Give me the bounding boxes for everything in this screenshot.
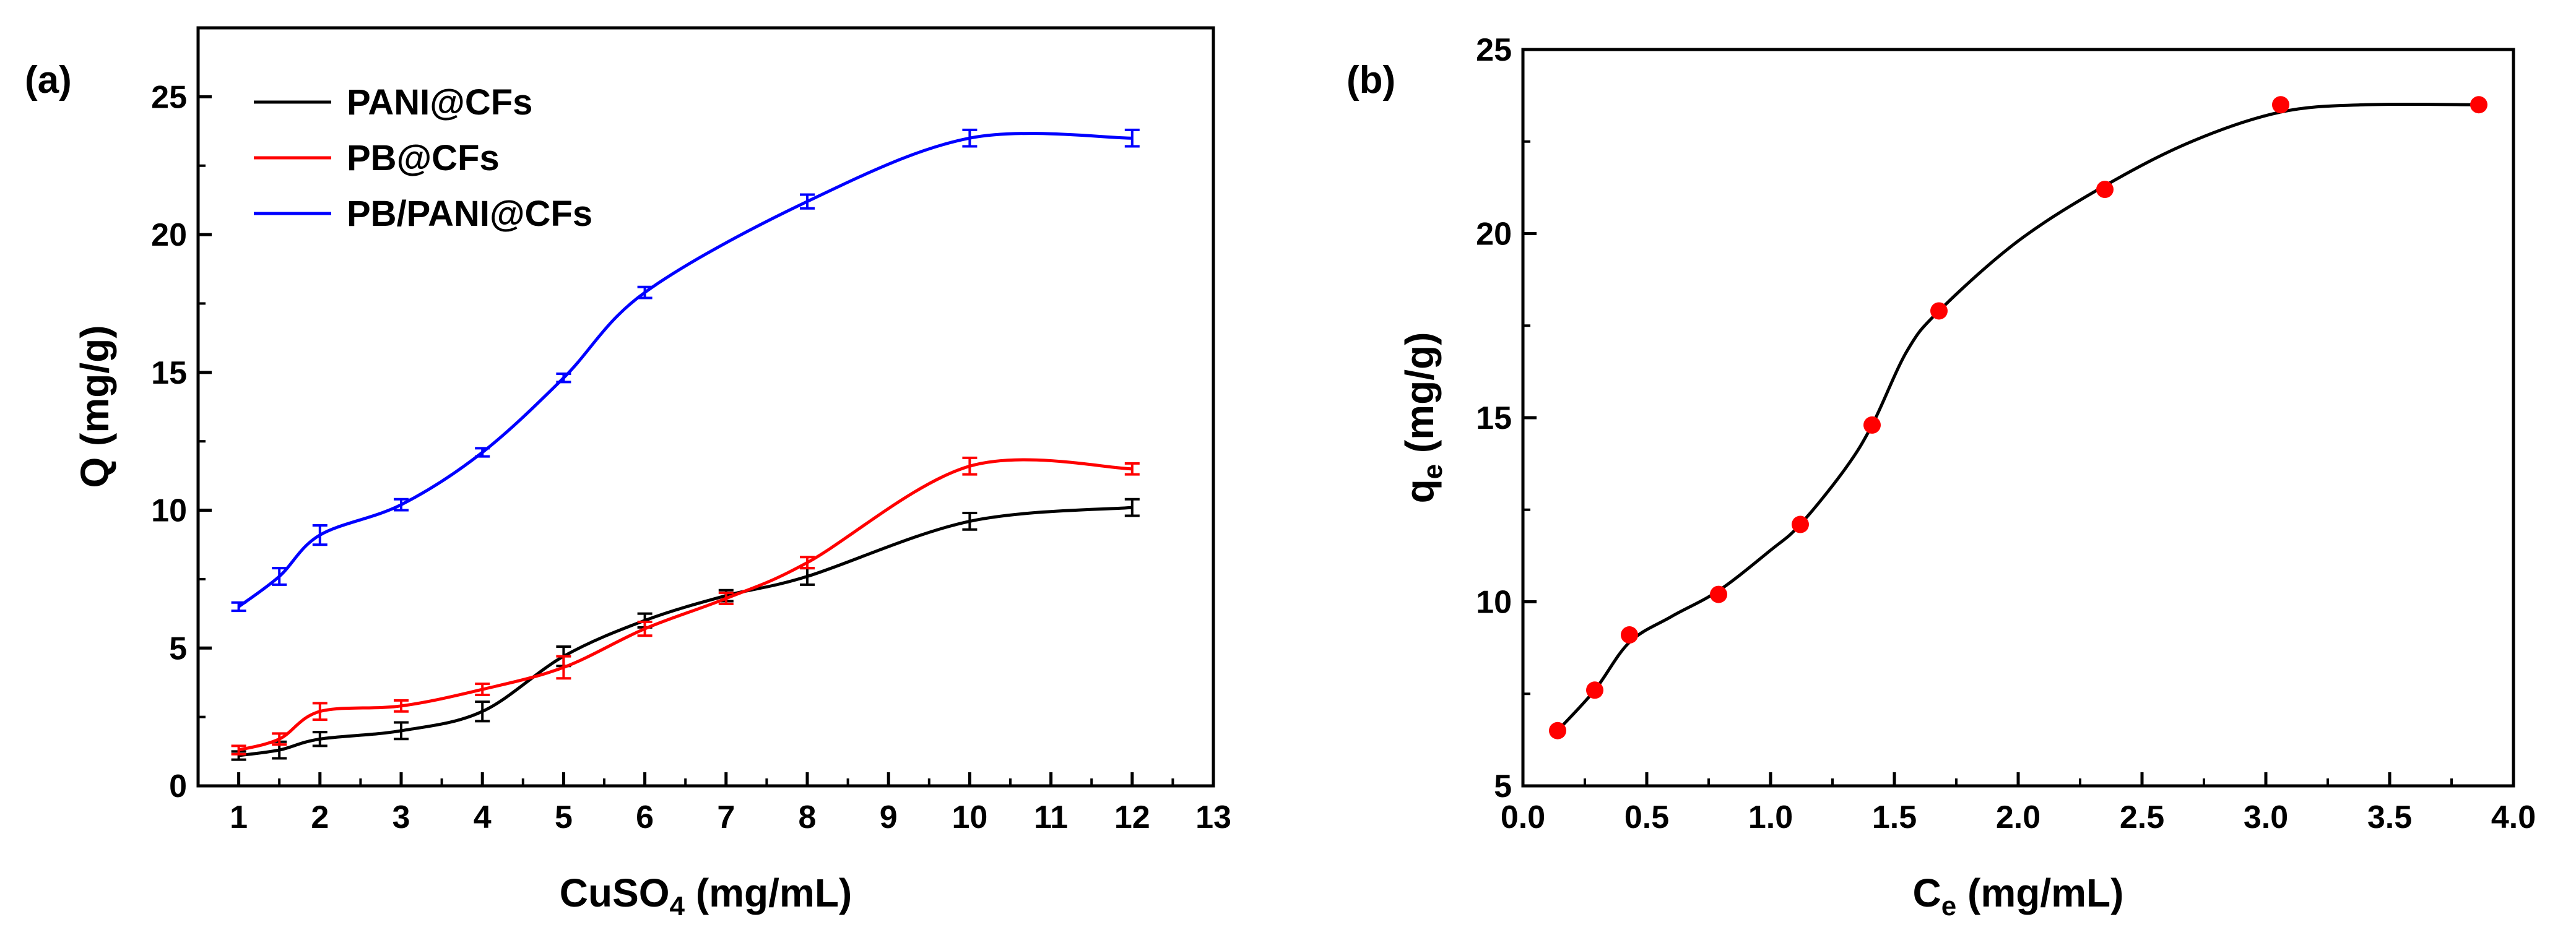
- series-0-line: [238, 506, 1133, 757]
- panel-a-x-axis-title: CuSO4 (mg/mL): [560, 871, 852, 921]
- panel-a-x-tick-label: 7: [717, 799, 735, 835]
- panel-b-x-tick-label: 4.0: [2491, 799, 2536, 835]
- panel-b-x-tick-label: 3.0: [2244, 799, 2288, 835]
- panel-b-y-tick-label: 15: [1476, 400, 1512, 436]
- panel-a-x-axis: 1 2 3 4 5 6 7 8 9 10 11 12 13: [230, 772, 1231, 835]
- panel-b-y-axis-title: qe (mg/g): [1397, 332, 1448, 504]
- panel-b-x-tick-label: 0.0: [1501, 799, 1545, 835]
- panel-b: (b) 0.0 0.5 1.0 1.5 2.0 2.5 3.0 3.5 4.0 5 10 15 20 2…: [1347, 32, 2536, 921]
- panel-b-x-axis: 0.0 0.5 1.0 1.5 2.0 2.5 3.0 3.5 4.0: [1501, 772, 2536, 835]
- legend-label-0: PANI@CFs: [347, 82, 532, 123]
- panel-b-x-tick-label: 2.0: [1996, 799, 2040, 835]
- panel-a-x-tick-label: 12: [1114, 799, 1150, 835]
- data-point: [1930, 302, 1948, 320]
- panel-a-label: (a): [25, 59, 72, 101]
- data-point: [1621, 626, 1638, 644]
- data-point: [1863, 416, 1881, 434]
- panel-a-x-tick-label: 10: [952, 799, 987, 835]
- panel-b-y-tick-label: 25: [1476, 32, 1512, 68]
- panel-a-x-tick-label: 4: [474, 799, 492, 835]
- data-point: [1549, 722, 1566, 739]
- panel-b-x-tick-label: 2.5: [2120, 799, 2164, 835]
- panel-b-y-axis: 5 10 15 20 25: [1476, 32, 1537, 804]
- panel-a-x-tick-label: 5: [555, 799, 573, 835]
- panel-b-series: [1549, 96, 2487, 739]
- legend-label-1: PB@CFs: [347, 138, 500, 178]
- panel-b-y-tick-label: 20: [1476, 217, 1512, 252]
- panel-a-x-tick-label: 6: [636, 799, 654, 835]
- fit-curve: [1556, 102, 2479, 732]
- data-point: [2096, 181, 2114, 199]
- data-point: [2272, 96, 2289, 114]
- panel-b-y-tick-label: 10: [1476, 585, 1512, 621]
- panel-a-y-tick-label: 25: [151, 79, 187, 115]
- panel-b-x-tick-label: 3.5: [2367, 799, 2412, 835]
- panel-b-x-tick-label: 0.5: [1624, 799, 1669, 835]
- legend-label-2: PB/PANI@CFs: [347, 194, 592, 234]
- panel-a-x-tick-label: 1: [230, 799, 248, 835]
- panel-b-x-axis-title: Ce (mg/mL): [1913, 871, 2124, 921]
- panel-a-x-tick-label: 2: [311, 799, 329, 835]
- panel-a-y-tick-label: 5: [169, 631, 187, 666]
- data-point: [1792, 515, 1809, 533]
- series-1-line: [238, 458, 1132, 752]
- panel-a-x-tick-label: 3: [392, 799, 410, 835]
- panel-a-plot-frame: [196, 26, 1215, 788]
- panel-a-y-tick-label: 20: [151, 217, 187, 253]
- data-point: [2470, 96, 2487, 114]
- panel-a-y-axis: 0 5 10 15 20 25: [151, 27, 212, 804]
- panel-b-plot-frame: [1521, 48, 2515, 788]
- panel-b-y-tick-label: 5: [1494, 769, 1512, 804]
- panel-a-y-axis-title: Q (mg/g): [72, 325, 117, 488]
- panel-a-x-tick-label: 8: [799, 799, 817, 835]
- panel-a-legend: PANI@CFs PB@CFs PB/PANI@CFs: [254, 82, 592, 234]
- panel-b-label: (b): [1347, 59, 1395, 101]
- panel-a-y-tick-label: 0: [169, 769, 187, 804]
- panel-a-series: [231, 128, 1140, 761]
- panel-a-y-tick-label: 10: [151, 493, 187, 529]
- data-point: [1586, 681, 1603, 699]
- panel-a-x-tick-label: 9: [880, 799, 898, 835]
- data-point: [1710, 585, 1727, 603]
- panel-b-x-tick-label: 1.0: [1748, 799, 1793, 835]
- panel-a-y-tick-label: 15: [151, 355, 187, 391]
- panel-b-x-tick-label: 1.5: [1872, 799, 1917, 835]
- panel-a-x-tick-label: 11: [1034, 799, 1068, 835]
- panel-a-x-tick-label: 13: [1195, 799, 1231, 835]
